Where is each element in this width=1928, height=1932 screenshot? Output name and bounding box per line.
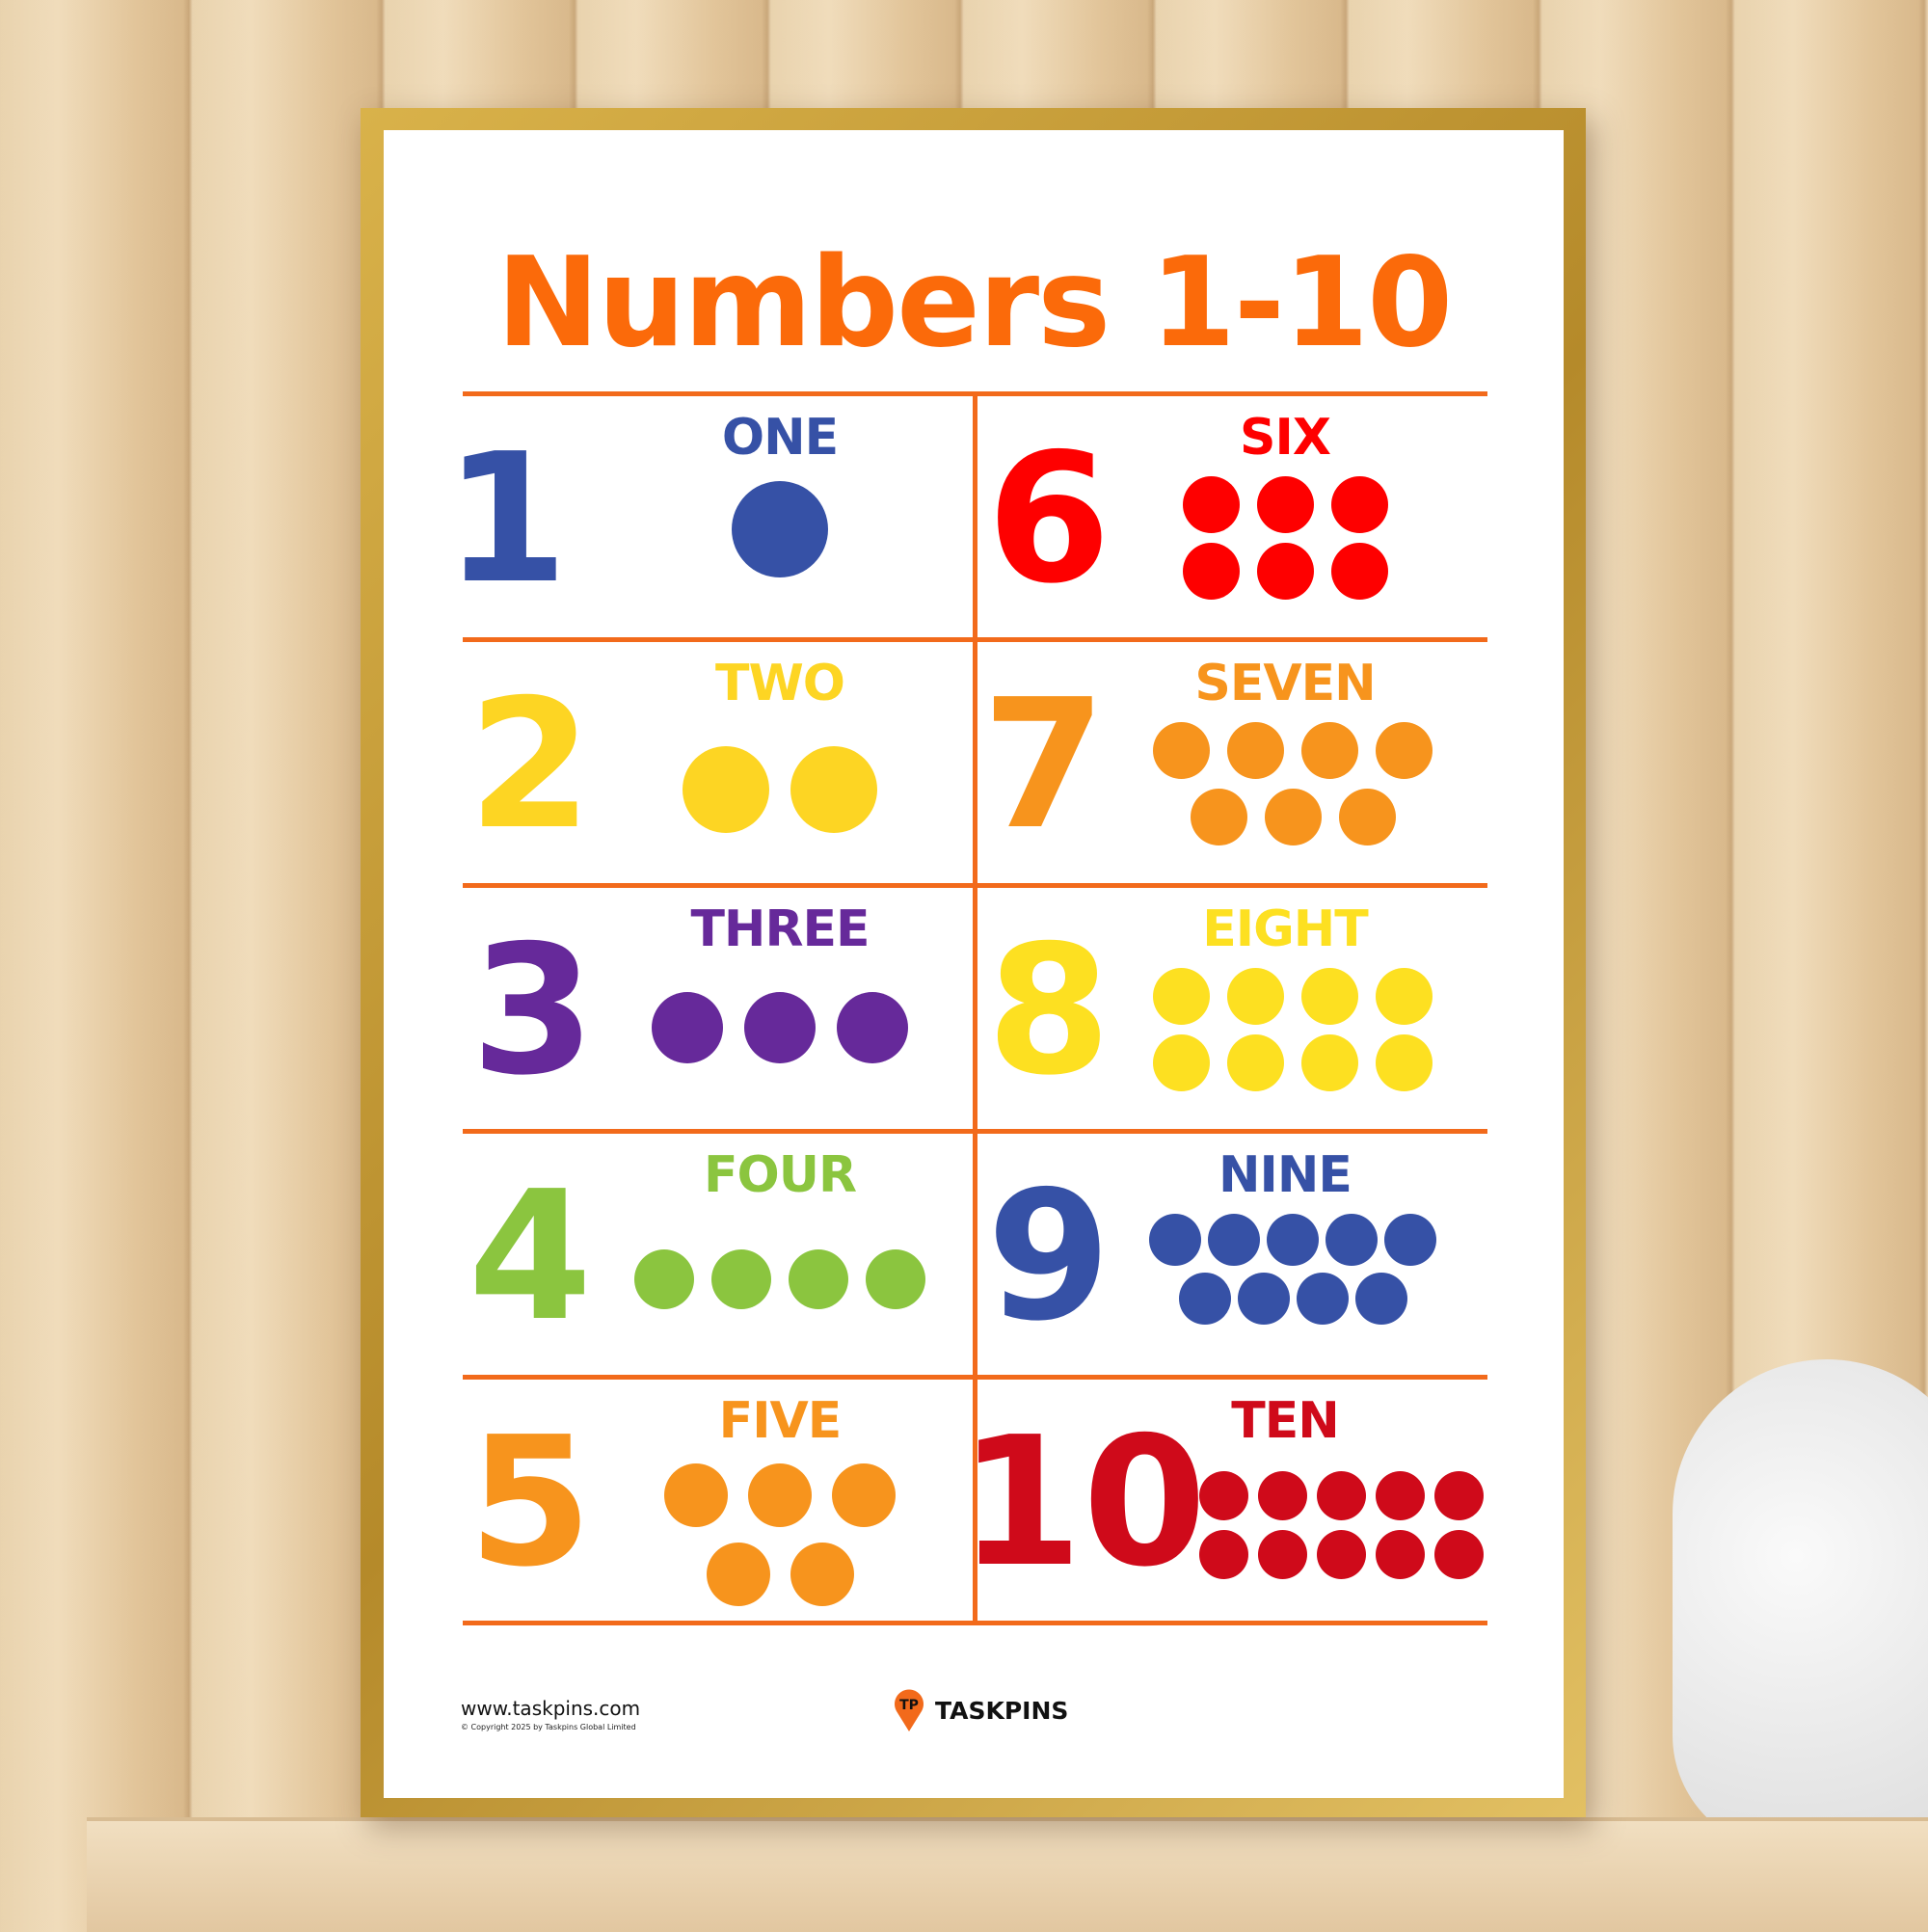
numbers-poster: Numbers 1-10 www.taskpins.com © Copyrigh… xyxy=(384,130,1564,1798)
number-word: EIGHT xyxy=(1202,900,1369,958)
counting-dot xyxy=(790,1543,854,1606)
row-divider xyxy=(463,1129,1487,1134)
counting-dot xyxy=(1376,967,1433,1025)
counting-dot xyxy=(832,1463,896,1527)
counting-dot xyxy=(1330,475,1388,533)
counting-dot xyxy=(1256,542,1314,600)
counting-dot xyxy=(1257,1529,1307,1579)
map-pin-icon: TP xyxy=(895,1689,924,1731)
number-word: FOUR xyxy=(704,1146,857,1204)
counting-dot xyxy=(1190,788,1247,845)
shelf xyxy=(87,1817,1928,1932)
counting-dot xyxy=(789,1249,848,1309)
numeral-3: 3 xyxy=(470,906,596,1114)
row-divider xyxy=(463,1375,1487,1380)
counting-dot xyxy=(1376,1033,1433,1091)
counting-dot xyxy=(866,1249,925,1309)
counting-dot xyxy=(1301,721,1358,779)
numeral-1: 1 xyxy=(443,415,569,623)
counting-dot xyxy=(1326,1214,1378,1266)
numeral-7: 7 xyxy=(981,660,1107,869)
counting-dot xyxy=(1227,1033,1284,1091)
counting-dot xyxy=(1354,1273,1407,1325)
counting-dot xyxy=(1296,1273,1349,1325)
counting-dot xyxy=(1153,1033,1210,1091)
numeral-5: 5 xyxy=(468,1398,593,1606)
number-word: SEVEN xyxy=(1194,655,1376,712)
poster-title: Numbers 1-10 xyxy=(495,231,1453,375)
counting-dot xyxy=(744,992,816,1063)
counting-dot xyxy=(1375,1529,1425,1579)
copyright-text: © Copyright 2025 by Taskpins Global Limi… xyxy=(461,1723,636,1731)
counting-dot xyxy=(1182,542,1240,600)
row-divider xyxy=(463,391,1487,396)
counting-dot xyxy=(1267,1214,1319,1266)
numeral-4: 4 xyxy=(468,1152,593,1360)
number-word: FIVE xyxy=(718,1392,843,1450)
plush-toy xyxy=(1673,1359,1928,1851)
number-word: NINE xyxy=(1218,1146,1352,1204)
counting-dot xyxy=(1256,475,1314,533)
counting-dot xyxy=(1316,1529,1366,1579)
counting-dot xyxy=(1384,1214,1436,1266)
counting-dot xyxy=(1182,475,1240,533)
counting-dot xyxy=(1227,721,1284,779)
counting-dot xyxy=(748,1463,812,1527)
counting-dot xyxy=(1153,967,1210,1025)
counting-dot xyxy=(1257,1470,1307,1520)
counting-dot xyxy=(1227,967,1284,1025)
counting-dot xyxy=(1198,1529,1248,1579)
counting-dot xyxy=(1301,1033,1358,1091)
row-divider xyxy=(463,637,1487,642)
counting-dot xyxy=(1153,721,1210,779)
counting-dot xyxy=(1433,1529,1484,1579)
counting-dot xyxy=(732,481,828,577)
counting-dot xyxy=(1330,542,1388,600)
counting-dot xyxy=(1433,1470,1484,1520)
row-divider xyxy=(463,883,1487,888)
counting-dot xyxy=(1264,788,1322,845)
counting-dot xyxy=(652,992,723,1063)
brand-name: TASKPINS xyxy=(935,1696,1069,1725)
counting-dot xyxy=(1316,1470,1366,1520)
counting-dot xyxy=(706,1543,770,1606)
counting-dot xyxy=(1178,1273,1231,1325)
counting-dot xyxy=(1375,1470,1425,1520)
counting-dot xyxy=(1198,1470,1248,1520)
numeral-9: 9 xyxy=(986,1152,1111,1360)
number-word: THREE xyxy=(690,900,870,958)
number-word: SIX xyxy=(1240,409,1331,467)
counting-dot xyxy=(1338,788,1396,845)
number-word: TEN xyxy=(1231,1392,1340,1450)
column-divider xyxy=(973,391,977,1621)
counting-dot xyxy=(683,746,769,833)
counting-dot xyxy=(837,992,908,1063)
numeral-8: 8 xyxy=(986,906,1111,1114)
counting-dot xyxy=(1149,1214,1201,1266)
brand-logo: TP TASKPINS xyxy=(893,1688,1068,1732)
numeral-10: 10 xyxy=(958,1398,1207,1606)
counting-dot xyxy=(1237,1273,1290,1325)
counting-dot xyxy=(1301,967,1358,1025)
counting-dot xyxy=(664,1463,728,1527)
counting-dot xyxy=(711,1249,771,1309)
counting-dot xyxy=(790,746,877,833)
numeral-2: 2 xyxy=(468,660,593,869)
counting-dot xyxy=(1376,721,1433,779)
number-word: TWO xyxy=(714,655,845,712)
row-divider xyxy=(463,1621,1487,1625)
number-word: ONE xyxy=(721,409,839,467)
svg-text:TP: TP xyxy=(899,1698,919,1713)
counting-dot xyxy=(634,1249,694,1309)
numeral-6: 6 xyxy=(986,415,1111,623)
website-url: www.taskpins.com xyxy=(461,1697,641,1720)
counting-dot xyxy=(1208,1214,1260,1266)
